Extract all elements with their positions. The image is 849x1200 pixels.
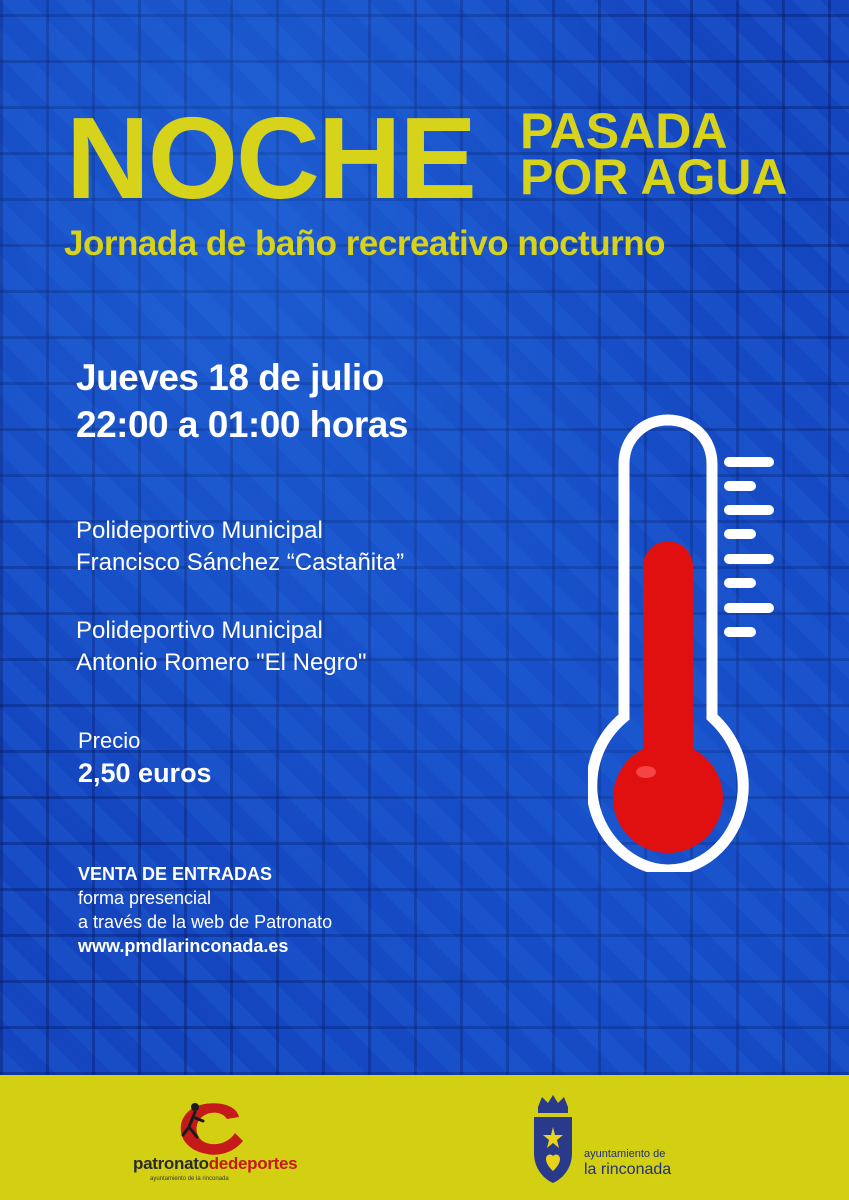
- poster-background: NOCHE PASADA POR AGUA Jornada de baño re…: [0, 0, 849, 1075]
- de-word: de: [208, 1154, 229, 1173]
- scale-tick: [724, 505, 774, 515]
- venue-el-negro: Polideportivo Municipal Antonio Romero "…: [76, 615, 367, 679]
- ticket-info: VENTA DE ENTRADAS forma presencial a tra…: [78, 862, 332, 958]
- scale-tick: [724, 603, 774, 613]
- patronato-subtext: ayuntamiento de la rinconada: [150, 1176, 229, 1182]
- event-date: Jueves 18 de julio: [76, 357, 384, 398]
- title-pasada-por-agua: PASADA POR AGUA: [520, 103, 788, 205]
- scale-tick: [724, 554, 774, 564]
- website-link[interactable]: www.pmdlarinconada.es: [78, 936, 289, 956]
- venue-line: Polideportivo Municipal: [76, 617, 323, 644]
- event-time: 22:00 a 01:00 horas: [76, 404, 408, 445]
- deportes-word: deportes: [227, 1154, 298, 1173]
- venue-name: Antonio Romero "El Negro": [76, 649, 367, 676]
- scale-tick: [724, 481, 756, 491]
- title-pasada: PASADA: [520, 103, 728, 159]
- thermometer-frame: [588, 414, 749, 872]
- ayuntamiento-label: ayuntamiento de: [584, 1148, 666, 1160]
- price-label: Precio: [78, 728, 141, 753]
- patronato-runner-logo-icon: [180, 1103, 243, 1155]
- venue-castanita: Polideportivo Municipal Francisco Sánche…: [76, 515, 404, 579]
- la-rinconada-label: la rinconada: [584, 1161, 672, 1178]
- venue-name: Francisco Sánchez “Castañita”: [76, 549, 405, 576]
- footer-sponsors: patronatodedeportes ayuntamiento de la r…: [0, 1075, 849, 1200]
- title-noche: NOCHE: [66, 93, 477, 223]
- rinconada-logo: ayuntamiento de la rinconada: [530, 1093, 700, 1188]
- price-value: 2,50 euros: [78, 758, 212, 788]
- scale-tick: [724, 627, 756, 637]
- thermometer-highlight: [636, 766, 656, 778]
- thermometer-bulb: [613, 743, 723, 853]
- ticket-line-web: a través de la web de Patronato: [78, 912, 333, 932]
- thermometer-mercury: [643, 541, 693, 784]
- scale-tick: [724, 529, 756, 539]
- ticket-line-presencial: forma presencial: [78, 888, 212, 908]
- rinconada-crest-icon: [534, 1095, 572, 1183]
- scale-tick: [724, 578, 756, 588]
- patronato-word: patronato: [133, 1154, 209, 1173]
- title-por-agua: POR AGUA: [520, 149, 788, 205]
- subtitle: Jornada de baño recreativo nocturno: [64, 224, 665, 263]
- thermometer-icon: [588, 414, 774, 872]
- ticket-heading: VENTA DE ENTRADAS: [78, 864, 273, 884]
- scale-tick: [724, 457, 774, 467]
- patronato-logo: patronatodedeportes ayuntamiento de la r…: [130, 1097, 330, 1192]
- patronato-wordmark: patronatodedeportes: [133, 1154, 298, 1174]
- venue-line: Polideportivo Municipal: [76, 517, 323, 544]
